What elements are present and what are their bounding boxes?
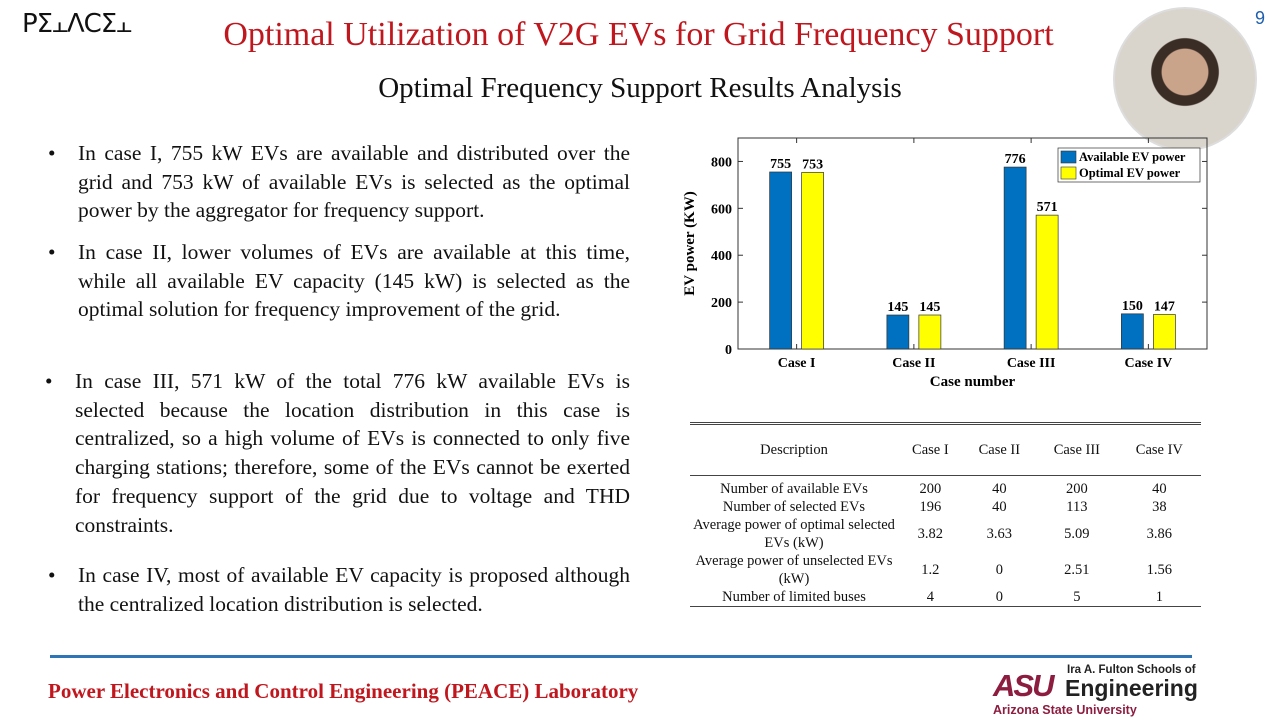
page-number: 9 — [1255, 8, 1266, 28]
x-tick-label: Case III — [1007, 356, 1056, 371]
bullet-icon: • — [48, 563, 56, 587]
table-cell: 38 — [1152, 499, 1167, 515]
data-label: 571 — [1037, 200, 1058, 215]
y-tick-label: 400 — [711, 249, 732, 264]
header-case-3: Case III — [1053, 442, 1100, 458]
table-cell: 40 — [1152, 481, 1167, 497]
table-row: Number of limited buses 4 0 5 1 — [690, 588, 1201, 607]
bullet-icon: • — [48, 141, 56, 165]
table-cell: 0 — [995, 562, 1003, 578]
row-description: Number of selected EVs — [722, 499, 866, 515]
x-axis-label: Case number — [930, 374, 1016, 390]
asu-mark: ASU — [993, 668, 1054, 703]
table-header-row: Description Case I Case II Case III Case… — [690, 423, 1201, 476]
y-tick-label: 800 — [711, 155, 732, 170]
bar-optimal — [1153, 314, 1176, 350]
table-cell: 3.82 — [917, 526, 944, 542]
bar-available — [769, 171, 792, 350]
table-cell: 113 — [1066, 499, 1088, 515]
results-table: Description Case I Case II Case III Case… — [690, 422, 1201, 607]
table-cell: 40 — [992, 481, 1007, 497]
ev-power-bar-chart: 0 200 400 600 800 Case I 755 753 Case II 145 145 Ca… — [682, 137, 1208, 390]
row-description: Average power of optimal selected EVs (k… — [693, 517, 895, 551]
header-case-2: Case II — [978, 442, 1021, 458]
legend-swatch — [1060, 166, 1077, 180]
table-row: Number of available EVs 200 40 200 40 — [690, 476, 1201, 499]
table-cell: 196 — [919, 499, 942, 515]
presenter-webcam — [1113, 7, 1257, 151]
data-label: 753 — [802, 157, 823, 172]
header-case-1: Case I — [912, 442, 949, 458]
bullet-case-3: • In case III, 571 kW of the total 776 kW… — [45, 367, 630, 539]
asu-line2: Engineering — [1065, 675, 1198, 701]
row-description: Number of limited buses — [722, 589, 866, 605]
bullet-icon: • — [45, 369, 53, 393]
row-description: Number of available EVs — [720, 481, 868, 497]
legend-swatch — [1060, 150, 1077, 164]
legend-label: Optimal EV power — [1079, 166, 1181, 180]
header-description: Description — [760, 442, 828, 458]
data-label: 150 — [1122, 299, 1143, 314]
table-cell: 5 — [1073, 589, 1081, 605]
bullet-case-4: • In case IV, most of available EV capaci… — [48, 561, 630, 618]
bullet-icon: • — [48, 240, 56, 264]
lab-name: Power Electronics and Control Engineerin… — [48, 679, 639, 703]
bullet-case-1: • In case I, 755 kW EVs are available and… — [48, 139, 630, 225]
peace-logo: PΣ⫠ΛCΣ⫠ — [22, 9, 132, 39]
slide-title: Optimal Utilization of V2G EVs for Grid … — [0, 16, 1280, 54]
legend-label: Available EV power — [1079, 150, 1186, 164]
y-axis-label: EV power (KW) — [682, 191, 698, 295]
y-tick-label: 0 — [725, 343, 732, 358]
data-label: 776 — [1005, 152, 1026, 167]
table-cell: 1.56 — [1146, 562, 1173, 578]
bullet-case-2: • In case II, lower volumes of EVs are av… — [48, 238, 630, 324]
footer-divider — [50, 655, 1192, 658]
bar-available — [1121, 313, 1144, 350]
asu-line3: Arizona State University — [993, 703, 1137, 717]
y-tick-label: 600 — [711, 202, 732, 217]
data-label: 145 — [919, 300, 940, 315]
table-cell: 1 — [1155, 589, 1163, 605]
y-tick-label: 200 — [711, 296, 732, 311]
table-cell: 1.2 — [921, 562, 940, 578]
bullet-text: In case III, 571 kW of the total 776 kW … — [75, 369, 630, 537]
x-tick-label: Case II — [892, 356, 935, 371]
bar-optimal — [1035, 214, 1059, 350]
slide-subtitle: Optimal Frequency Support Results Analys… — [378, 72, 902, 104]
asu-engineering-logo: ASU Ira A. Fulton Schools of Engineering… — [993, 664, 1203, 720]
table-cell: 0 — [995, 589, 1003, 605]
bar-optimal — [918, 314, 942, 350]
table-row: Average power of unselected EVs (kW) 1.2 0… — [690, 552, 1201, 588]
table-cell: 40 — [992, 499, 1007, 515]
table-cell: 2.51 — [1064, 562, 1090, 578]
table-cell: 4 — [926, 589, 934, 605]
bullet-text: In case II, lower volumes of EVs are ava… — [78, 240, 630, 322]
table-row: Number of selected EVs 196 40 113 38 — [690, 498, 1201, 516]
asu-line1: Ira A. Fulton Schools of — [1067, 664, 1196, 676]
table-cell: 3.63 — [986, 526, 1013, 542]
bar-optimal — [801, 172, 824, 350]
x-tick-label: Case IV — [1124, 356, 1172, 371]
plot-frame — [737, 137, 1208, 350]
data-label: 755 — [770, 157, 791, 172]
table-cell: 200 — [1065, 481, 1088, 497]
data-label: 147 — [1154, 300, 1175, 315]
data-label: 145 — [887, 300, 908, 315]
header-case-4: Case IV — [1135, 442, 1183, 458]
bullet-text: In case IV, most of available EV capacit… — [78, 563, 630, 616]
table-cell: 5.09 — [1064, 526, 1090, 542]
table-cell: 3.86 — [1146, 526, 1173, 542]
bar-available — [1003, 166, 1027, 350]
row-description: Average power of unselected EVs (kW) — [695, 553, 893, 587]
legend-box — [1057, 147, 1201, 183]
slide-title-text: Optimal Utilization of V2G EVs for Grid … — [223, 16, 1054, 53]
x-tick-label: Case I — [778, 356, 816, 371]
bullet-text: In case I, 755 kW EVs are available and … — [78, 141, 630, 223]
bar-available — [886, 314, 910, 350]
table-row: Average power of optimal selected EVs (k… — [690, 516, 1201, 552]
table-cell: 200 — [919, 481, 942, 497]
